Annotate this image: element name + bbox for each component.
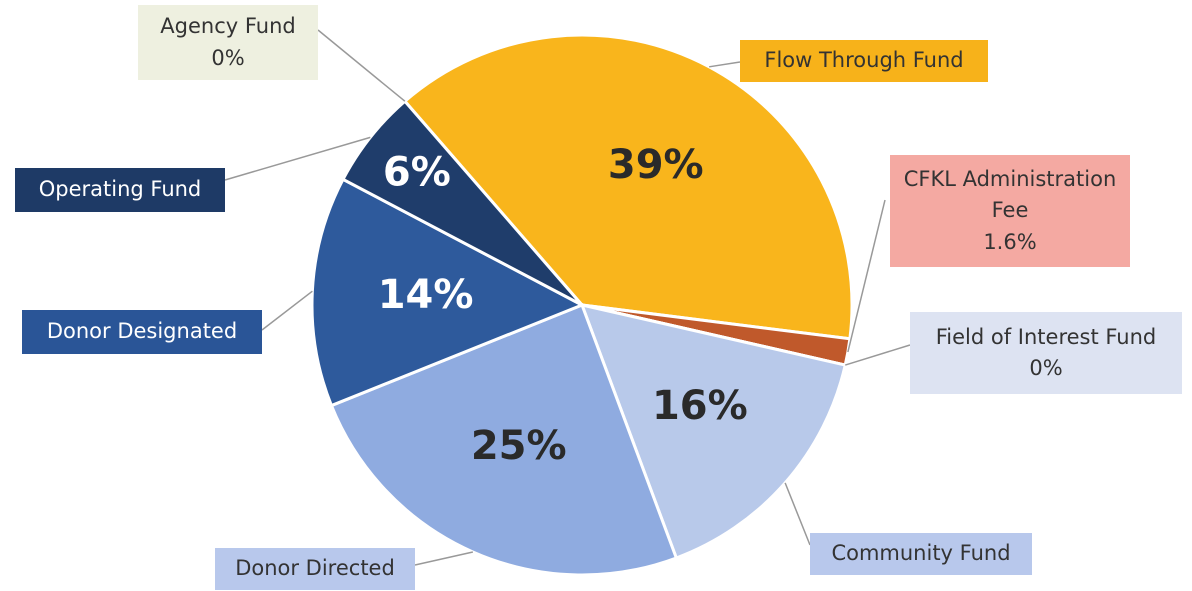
category-name: Donor Directed: [235, 556, 395, 581]
leader-line: [847, 199, 886, 353]
leader-line: [845, 344, 911, 366]
pie-slice: [579, 302, 848, 560]
slice-label: Community Fund: [810, 533, 1032, 575]
pie-slice: [310, 177, 586, 408]
slice-label: Donor Directed: [215, 548, 415, 590]
slice-label: Agency Fund 0%: [138, 5, 318, 80]
value-label: 6%: [383, 149, 451, 195]
leader-line: [709, 61, 741, 68]
value-label: 39%: [608, 142, 704, 188]
leader-line: [261, 290, 313, 331]
category-name: Agency Fund: [160, 14, 296, 38]
slice-label: CFKL Administration Fee 1.6%: [890, 155, 1130, 267]
leader-line: [414, 551, 474, 566]
category-name: Field of Interest Fund: [935, 324, 1157, 349]
value-label: 25%: [471, 423, 567, 469]
value-label: 14%: [378, 272, 474, 318]
slice-label: Flow Through Fund: [740, 40, 988, 82]
category-name: Operating Fund: [38, 177, 202, 202]
leader-line: [224, 136, 371, 181]
value-label: 16%: [652, 383, 748, 429]
category-name: Donor Designated: [46, 319, 238, 344]
category-name: CFKL Administration Fee: [903, 166, 1117, 223]
value-label: 0%: [1029, 356, 1063, 380]
value-label: 1.6%: [983, 229, 1037, 254]
category-name: Flow Through Fund: [764, 48, 964, 73]
slice-label: Field of Interest Fund 0%: [910, 312, 1182, 394]
slice-label: Operating Fund: [15, 168, 225, 212]
leader-line: [784, 482, 811, 546]
leader-line: [317, 29, 406, 102]
category-name: Community Fund: [831, 541, 1011, 566]
value-label: 0%: [211, 45, 245, 70]
slice-label: Donor Designated: [22, 310, 262, 354]
